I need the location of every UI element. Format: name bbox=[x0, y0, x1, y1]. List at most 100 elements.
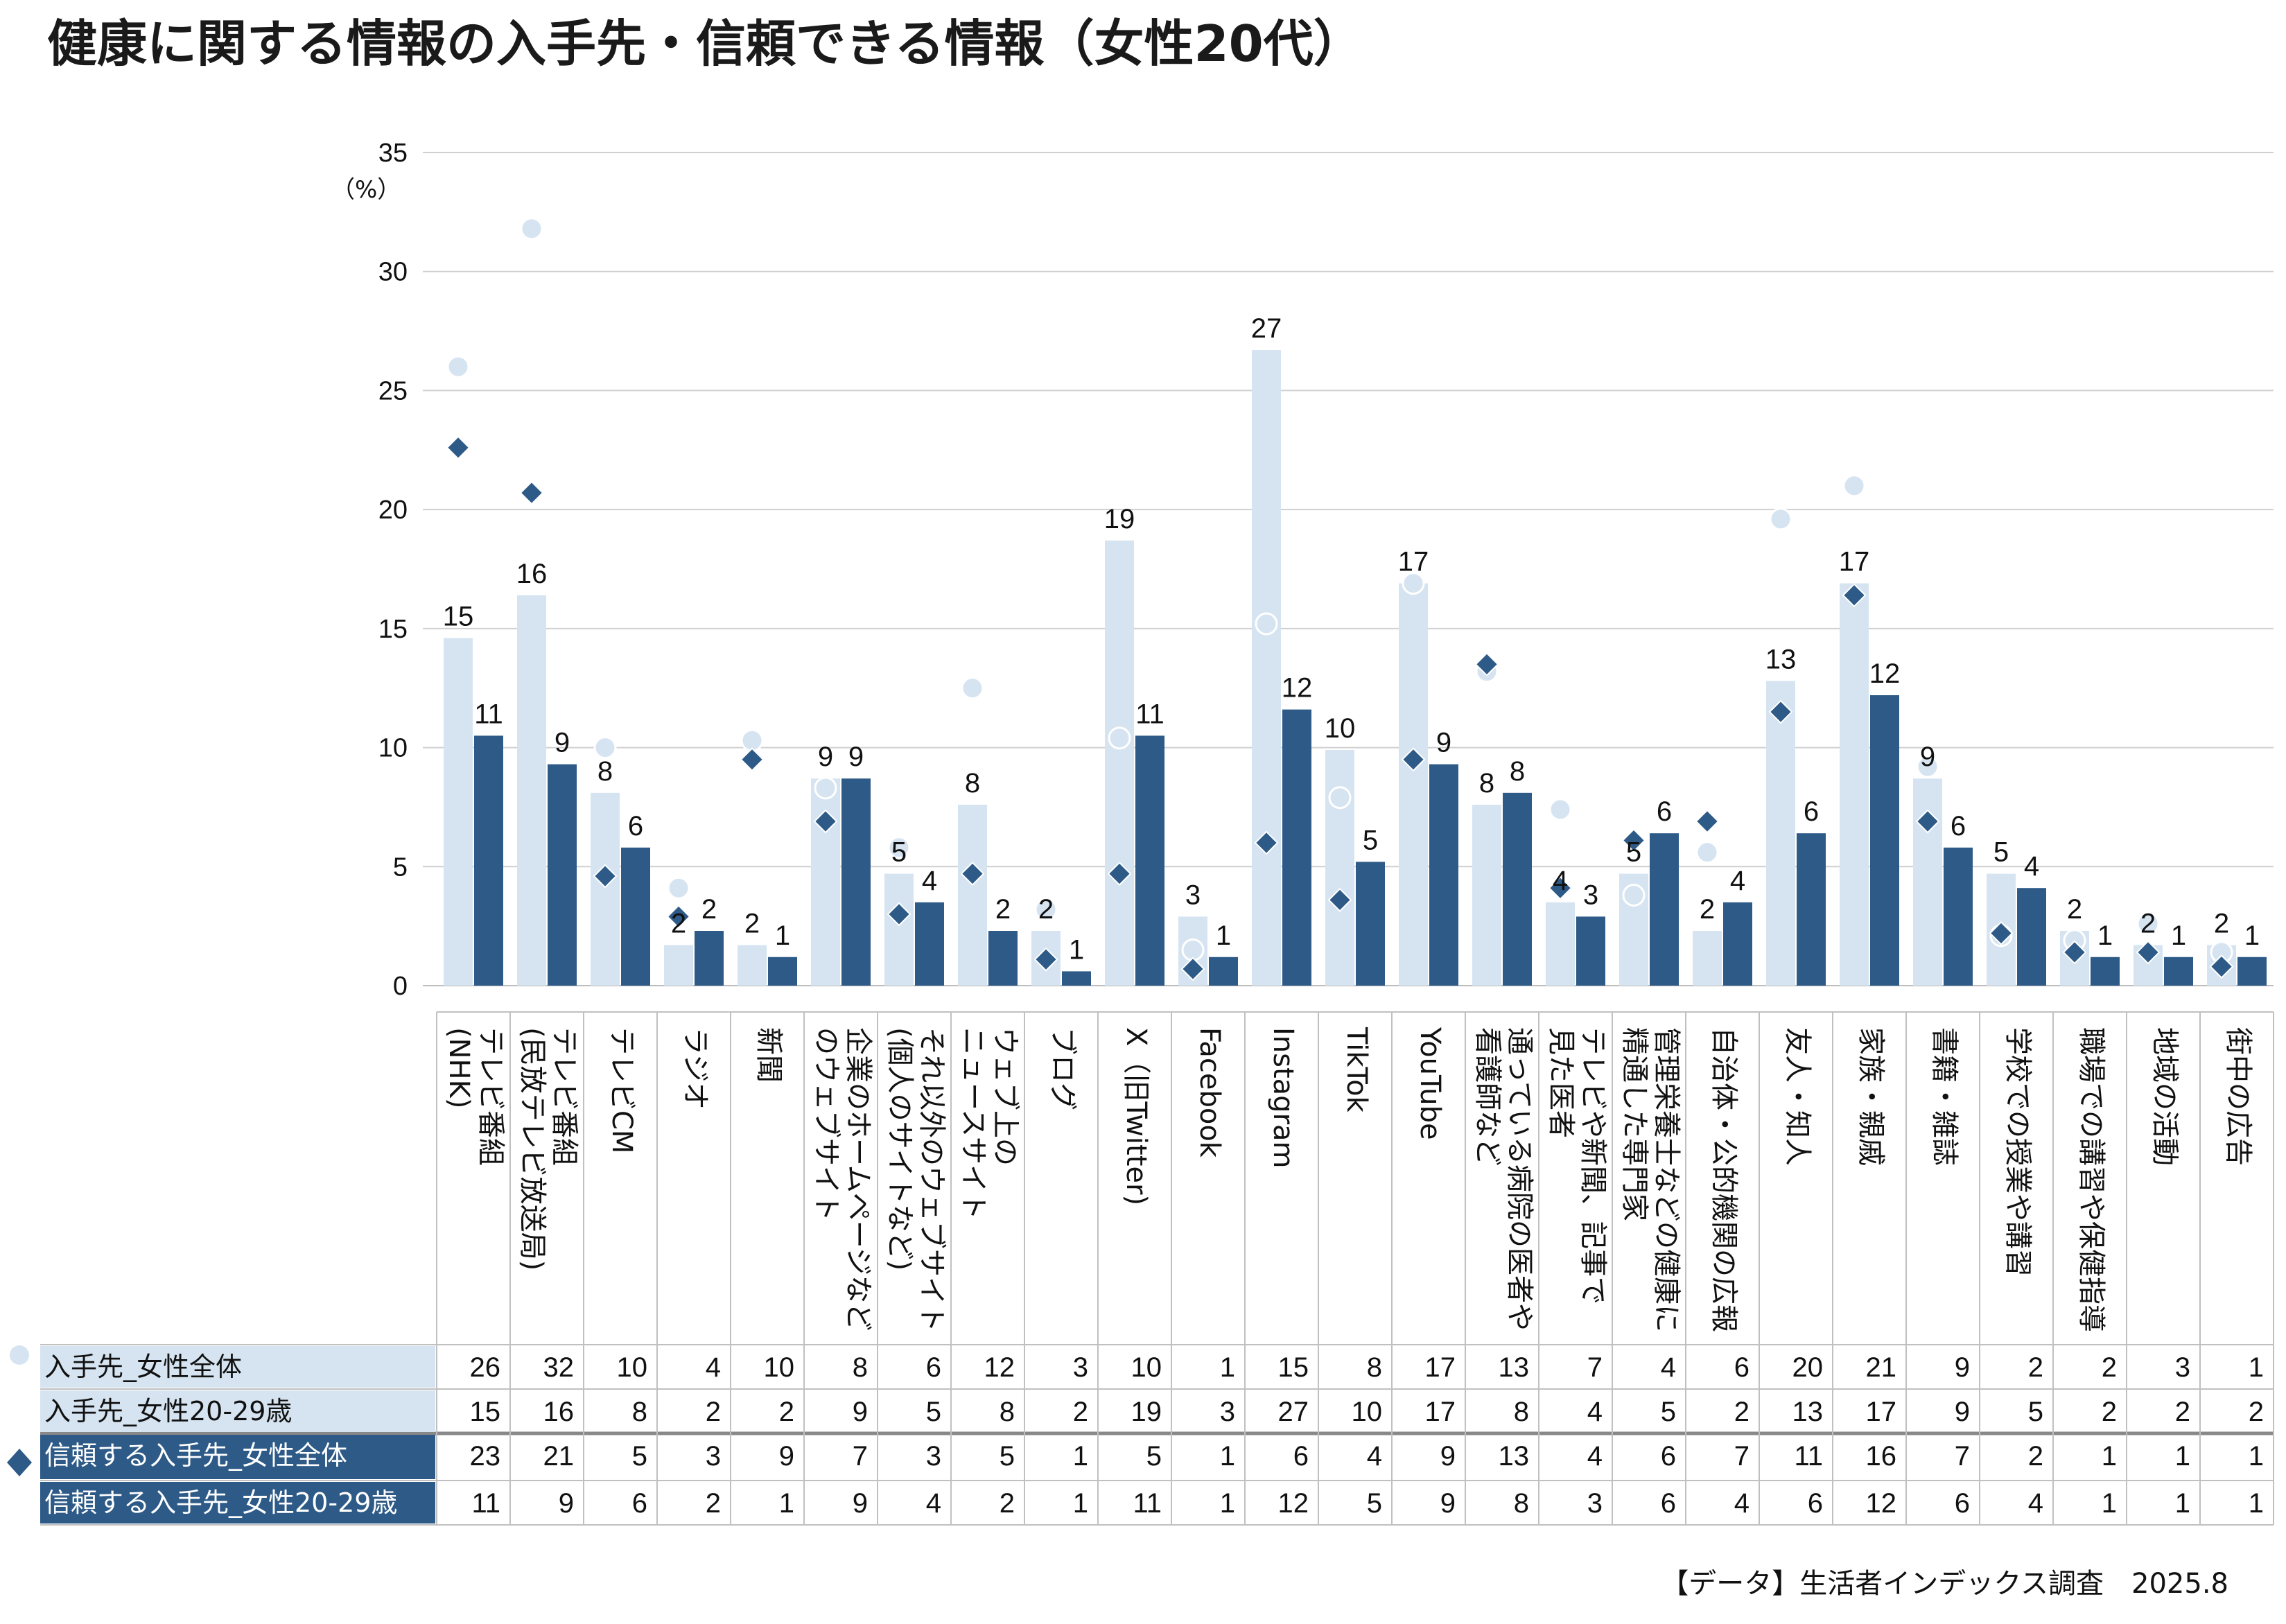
table-cell: 3 bbox=[1587, 1488, 1603, 1519]
category-label-line: 書籍・雑誌 bbox=[1928, 1027, 1960, 1166]
table-cell: 7 bbox=[853, 1441, 868, 1472]
category-label-line: 企業のホームページなど bbox=[842, 1027, 874, 1331]
data-label-light: 17 bbox=[1398, 547, 1429, 577]
bar-dark bbox=[548, 764, 577, 986]
bar-dark bbox=[1282, 709, 1311, 986]
category-label-line: 家族・親戚 bbox=[1855, 1027, 1887, 1166]
table-cell: 7 bbox=[1955, 1441, 1970, 1472]
marker-diamond bbox=[887, 902, 911, 927]
data-label-light: 17 bbox=[1839, 547, 1870, 577]
marker-diamond bbox=[1768, 699, 1793, 724]
category-label-line: テレビ番組 bbox=[475, 1027, 507, 1166]
marker-circle bbox=[814, 776, 837, 800]
y-axis-unit: （%） bbox=[331, 176, 401, 204]
marker-circle bbox=[1328, 786, 1352, 810]
data-label-light: 8 bbox=[965, 768, 980, 798]
data-label-dark: 2 bbox=[701, 894, 717, 925]
table-cell: 10 bbox=[617, 1352, 648, 1383]
table-cell: 6 bbox=[632, 1488, 647, 1519]
row-header-label: 入手先_女性20-29歳 bbox=[44, 1396, 292, 1426]
category-label: 学校での授業や講習 bbox=[2002, 1027, 2034, 1277]
data-label-dark: 12 bbox=[1869, 658, 1901, 689]
table-cell: 3 bbox=[1073, 1352, 1088, 1383]
marker-diamond bbox=[1989, 921, 2014, 945]
table-cell: 26 bbox=[470, 1352, 501, 1383]
data-label-dark: 1 bbox=[1216, 920, 1231, 951]
bar-dark bbox=[1356, 862, 1385, 986]
bar-dark bbox=[768, 957, 797, 986]
category-label-line: ニュースサイト bbox=[957, 1027, 989, 1220]
bar-light bbox=[664, 945, 693, 986]
data-label-dark: 4 bbox=[2024, 851, 2039, 882]
marker-diamond bbox=[1621, 828, 1646, 853]
bar-dark bbox=[1209, 957, 1238, 986]
table-cell: 4 bbox=[2028, 1488, 2043, 1519]
table-cell: 6 bbox=[1661, 1488, 1676, 1519]
data-label-light: 4 bbox=[1553, 866, 1568, 896]
category-label: 新聞 bbox=[753, 1027, 785, 1083]
table-cell: 19 bbox=[1131, 1397, 1162, 1427]
bar-dark bbox=[695, 931, 724, 986]
legend-diamond-marker bbox=[7, 1449, 32, 1476]
table-cell: 1 bbox=[1073, 1488, 1088, 1519]
marker-diamond bbox=[2136, 940, 2161, 965]
row-header-label: 信頼する入手先_女性20-29歳 bbox=[44, 1487, 397, 1518]
data-label-dark: 9 bbox=[848, 742, 864, 772]
data-label-dark: 5 bbox=[1363, 825, 1378, 855]
data-label-light: 13 bbox=[1765, 644, 1797, 674]
marker-circle bbox=[1548, 798, 1572, 821]
table-cell: 12 bbox=[1866, 1488, 1897, 1519]
table-cell: 13 bbox=[1499, 1352, 1530, 1383]
category-label-line: 地域の活動 bbox=[2149, 1027, 2181, 1166]
table-cell: 1 bbox=[1220, 1488, 1235, 1519]
category-label: 書籍・雑誌 bbox=[1928, 1027, 1960, 1166]
table-cell: 1 bbox=[2175, 1488, 2190, 1519]
bar-light bbox=[591, 792, 620, 986]
table-cell: 17 bbox=[1866, 1397, 1897, 1427]
table-cell: 5 bbox=[1367, 1488, 1382, 1519]
table-cell: 4 bbox=[1587, 1397, 1603, 1427]
marker-diamond bbox=[960, 862, 985, 887]
table-cell: 10 bbox=[1352, 1397, 1383, 1427]
table-cell: 9 bbox=[559, 1488, 574, 1519]
bar-light bbox=[958, 804, 987, 986]
row-header-bg bbox=[40, 1390, 435, 1432]
marker-circle bbox=[593, 736, 617, 760]
marker-circle bbox=[1402, 572, 1425, 595]
table-cell: 5 bbox=[2028, 1397, 2043, 1427]
marker-circle bbox=[1695, 841, 1719, 864]
table-cell: 3 bbox=[926, 1441, 941, 1472]
data-label-dark: 4 bbox=[1730, 866, 1745, 896]
category-label: テレビ番組(民放テレビ放送局) bbox=[516, 1027, 580, 1271]
table-cell: 13 bbox=[1792, 1397, 1824, 1427]
marker-circle bbox=[1769, 507, 1792, 531]
table-cell: 5 bbox=[1000, 1441, 1015, 1472]
data-label-dark: 1 bbox=[1069, 934, 1084, 965]
bar-light bbox=[444, 638, 473, 986]
table-cell: 4 bbox=[1587, 1441, 1603, 1472]
category-label-line: ブログ bbox=[1047, 1027, 1079, 1110]
table-cell: 2 bbox=[706, 1397, 721, 1427]
data-label-light: 10 bbox=[1325, 713, 1356, 744]
marker-diamond bbox=[1107, 862, 1132, 887]
bar-dark bbox=[1062, 971, 1091, 986]
table-cell: 15 bbox=[1278, 1352, 1309, 1383]
category-label: YouTube bbox=[1414, 1027, 1446, 1140]
table-cell: 5 bbox=[632, 1441, 647, 1472]
table-cell: 4 bbox=[1734, 1488, 1750, 1519]
table-cell: 32 bbox=[543, 1352, 575, 1383]
table-cell: 17 bbox=[1425, 1352, 1456, 1383]
marker-diamond bbox=[1401, 747, 1426, 772]
category-label: ブログ bbox=[1047, 1027, 1079, 1110]
data-label-dark: 9 bbox=[555, 728, 570, 758]
bar-light bbox=[738, 945, 767, 986]
table-cell: 2 bbox=[779, 1397, 794, 1427]
table-cell: 4 bbox=[1367, 1441, 1382, 1472]
table-cell: 10 bbox=[1131, 1352, 1162, 1383]
table-cell: 9 bbox=[1955, 1397, 1970, 1427]
table-cell: 1 bbox=[2249, 1441, 2264, 1472]
marker-circle bbox=[667, 876, 690, 900]
data-label-light: 2 bbox=[2140, 909, 2156, 939]
